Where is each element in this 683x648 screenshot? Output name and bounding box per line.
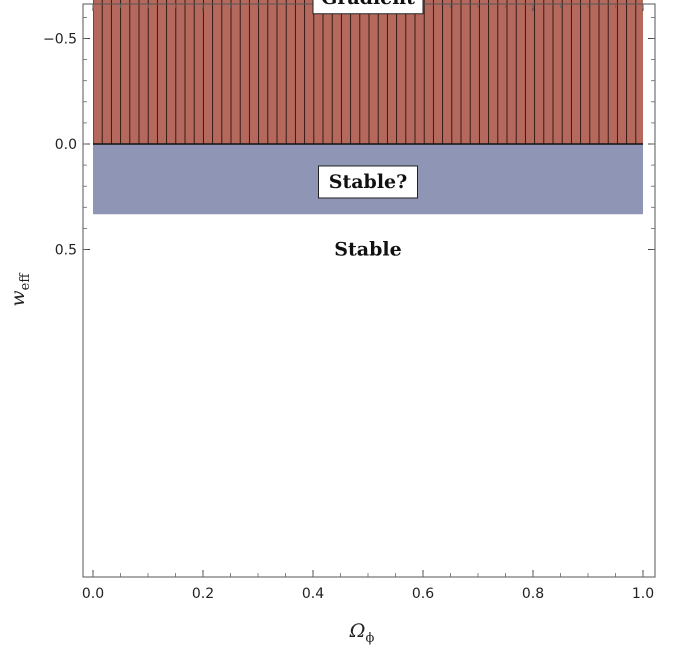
region-label-text: Gradient (321, 0, 415, 9)
region-label-box (318, 165, 418, 199)
region-boundaries (93, 143, 643, 145)
x-tick-label: 0.4 (302, 586, 324, 602)
region-ghost-gradient (93, 0, 643, 144)
region-label-text: Stable? (329, 171, 408, 193)
region-label-stable: Stable (334, 239, 401, 261)
hatching-layer (93, 0, 637, 144)
x-tick-label: 0.2 (192, 586, 214, 602)
x-tick-label: 0.8 (522, 586, 544, 602)
y-tick-label: 0.5 (55, 243, 77, 259)
y-tick-label: −0.5 (43, 32, 77, 48)
region-label-text: Stable (334, 239, 401, 261)
hatch-ghost-gradient (93, 0, 637, 144)
y-tick-label: 0.0 (55, 137, 77, 153)
x-tick-label: 0.6 (412, 586, 434, 602)
x-tick-label: 0.0 (82, 586, 104, 602)
axis-ticks (83, 4, 655, 577)
x-tick-label: 1.0 (632, 586, 654, 602)
region-label-ghost-gradient: Ghost &Gradient (312, 0, 424, 15)
region-label-box (312, 0, 424, 15)
tick-labels: 0.00.20.40.60.81.00.50.0−0.5−1.0−1.5−2.0 (43, 32, 654, 603)
region-label-stable: Stable? (318, 165, 418, 199)
x-axis-label: Ωϕ (349, 620, 375, 646)
y-axis-label: weff (7, 272, 33, 307)
